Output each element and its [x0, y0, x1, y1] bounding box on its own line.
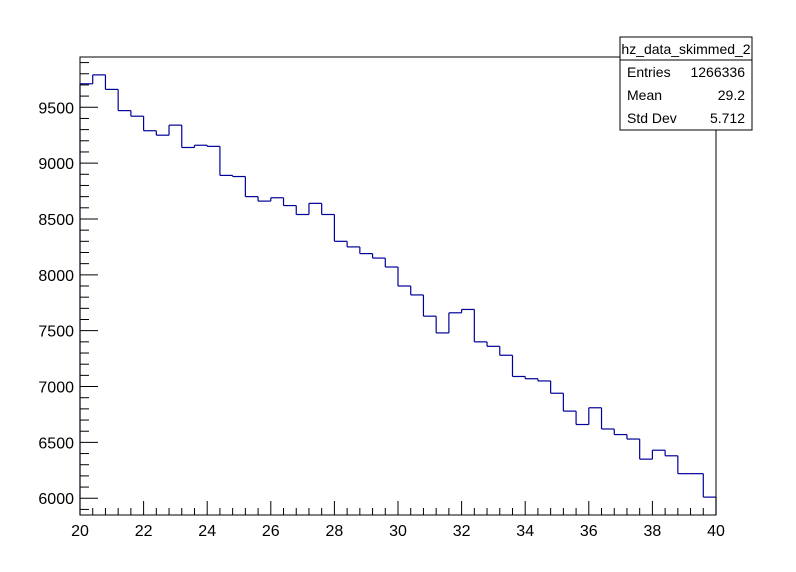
- x-tick-label: 26: [262, 523, 280, 540]
- y-tick-label: 8500: [38, 212, 74, 229]
- x-tick-label: 34: [516, 523, 534, 540]
- stats-box: hz_data_skimmed_2 Entries 1266336 Mean 2…: [619, 36, 753, 131]
- x-tick-label: 22: [135, 523, 153, 540]
- stats-entries-label: Entries: [627, 64, 671, 80]
- x-tick-label: 36: [580, 523, 598, 540]
- x-tick-label: 32: [453, 523, 471, 540]
- y-tick-label: 9000: [38, 156, 74, 173]
- stats-entries-value: 1266336: [690, 64, 745, 80]
- x-tick-label: 30: [389, 523, 407, 540]
- y-tick-label: 7500: [38, 324, 74, 341]
- x-tick-label: 38: [644, 523, 662, 540]
- stats-mean-value: 29.2: [718, 87, 745, 103]
- axes: 20 22 24 26 28 30 32 34 36 38 40 6000 6500 7000 7500 80…: [38, 56, 725, 540]
- y-tick-label: 6000: [38, 491, 74, 508]
- y-tick-label: 9500: [38, 100, 74, 117]
- stats-mean-label: Mean: [627, 87, 662, 103]
- y-tick-label: 8000: [38, 268, 74, 285]
- y-tick-label: 6500: [38, 435, 74, 452]
- x-tick-label: 40: [707, 523, 725, 540]
- stats-stddev-value: 5.712: [710, 110, 745, 126]
- stats-stddev-label: Std Dev: [627, 110, 677, 126]
- x-tick-label: 20: [71, 523, 89, 540]
- x-tick-label: 28: [326, 523, 344, 540]
- stats-box-frame: [619, 36, 753, 131]
- stats-title: hz_data_skimmed_2: [621, 41, 750, 57]
- y-tick-label: 7000: [38, 380, 74, 397]
- plot-area: [79, 74, 717, 515]
- x-tick-label: 24: [198, 523, 216, 540]
